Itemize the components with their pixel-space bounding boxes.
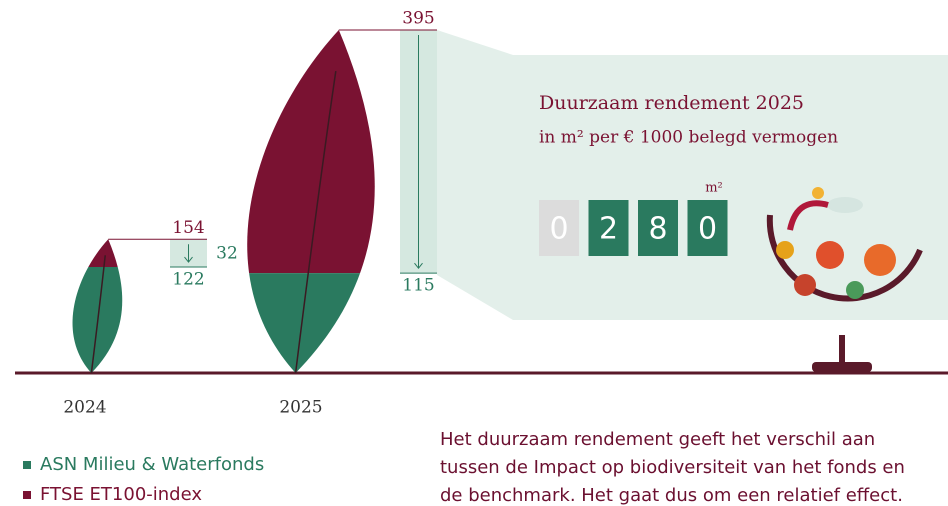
top-label: 395 [402,9,434,29]
unit: m² [705,181,723,196]
bottom-label: 115 [402,276,434,296]
note: de benchmark. Het gaat dus om een relati… [440,485,903,506]
connector [437,30,513,320]
legend-label: ASN Milieu & Waterfonds [40,454,264,475]
panel-subtitle: in m² per € 1000 belegd vermogen [539,128,838,148]
bottom-label: 122 [172,270,204,290]
note: tussen de Impact op biodiversiteit van h… [440,457,905,478]
top-label: 154 [172,218,204,238]
legend-label: FTSE ET100-index [40,484,202,505]
digit: 0 [549,212,568,247]
x-tick-label: 2025 [279,398,322,418]
legend-swatch [23,461,31,469]
digit: 2 [599,212,618,247]
x-tick-label: 2024 [63,398,106,418]
infographic: Duurzaam rendement 2025 in m² per € 1000… [0,0,948,506]
digit: 8 [648,212,667,247]
difference-label: 32 [216,244,238,264]
legend-swatch [23,491,31,499]
note: Het duurzaam rendement geeft het verschi… [440,429,875,450]
panel-title: Duurzaam rendement 2025 [539,92,804,114]
digit: 0 [698,212,717,247]
